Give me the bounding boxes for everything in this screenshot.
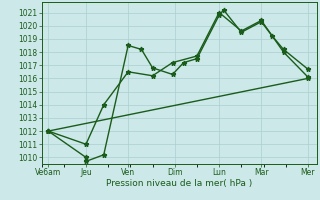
X-axis label: Pression niveau de la mer( hPa ): Pression niveau de la mer( hPa ) [106,179,252,188]
